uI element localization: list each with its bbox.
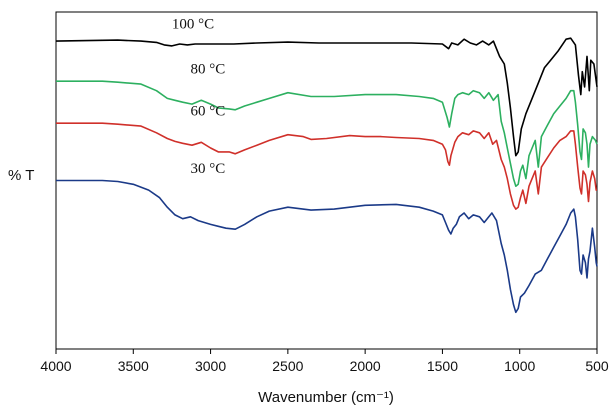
series-label-0: 100 °C [172,17,214,33]
x-axis-ticks: 4000 3500 3000 2500 2000 1500 1000 500 [40,349,609,374]
series-line-1 [56,80,598,187]
x-tick-label-0: 4000 [40,358,71,374]
plot-frame [55,11,598,350]
x-tick-label-7: 500 [585,358,609,374]
series-line-0 [55,37,598,157]
y-axis-title: % T [8,167,34,184]
series-line-2 [56,122,597,210]
x-tick-label-2: 3000 [195,358,226,374]
series-line-3 [56,179,598,314]
x-tick-label-6: 1000 [504,358,535,374]
x-tick-label-1: 3500 [118,358,149,374]
series-labels: 100 °C 80 °C 60 °C 30 °C [172,17,225,177]
series-layer [55,37,598,314]
x-tick-label-3: 2500 [272,358,303,374]
series-label-1: 80 °C [191,62,226,78]
series-label-2: 60 °C [191,104,226,120]
x-tick-label-5: 1500 [427,358,458,374]
x-tick-label-4: 2000 [350,358,381,374]
series-label-3: 30 °C [191,161,226,177]
x-axis-title: Wavenumber (cm⁻¹) [258,389,394,406]
